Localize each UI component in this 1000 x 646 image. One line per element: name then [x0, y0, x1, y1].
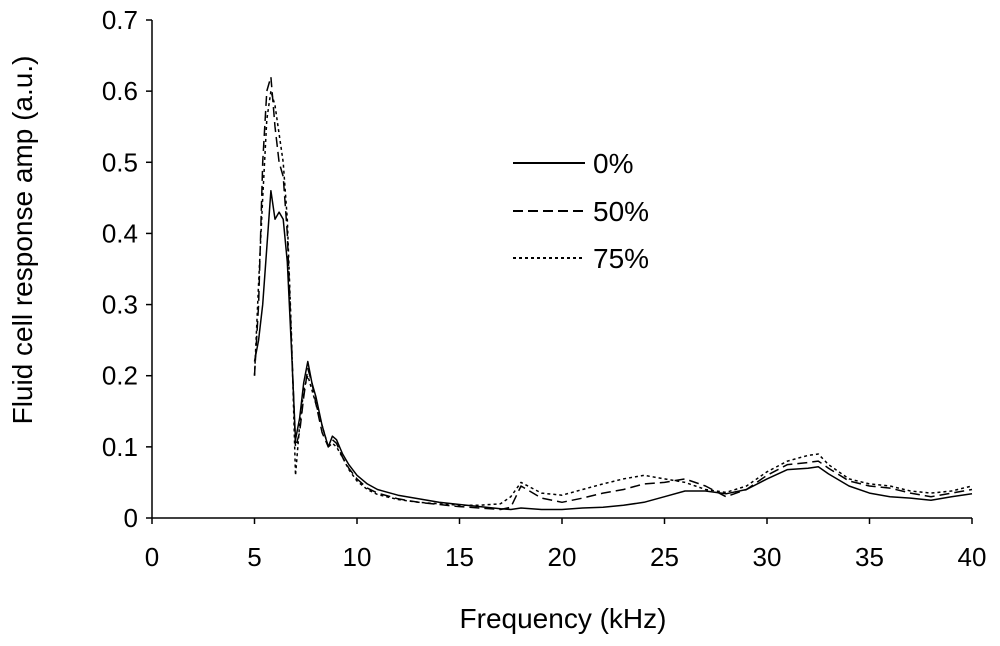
y-tick-label: 0.2 — [102, 361, 138, 391]
legend-label: 75% — [593, 243, 649, 274]
legend-label: 0% — [593, 148, 633, 179]
x-tick-label: 35 — [855, 542, 884, 572]
y-tick-label: 0.1 — [102, 432, 138, 462]
y-tick-label: 0 — [124, 503, 138, 533]
series-line-50pct — [253, 76, 973, 511]
y-tick-label: 0.7 — [102, 5, 138, 35]
x-tick-label: 30 — [753, 542, 782, 572]
y-tick-label: 0.4 — [102, 218, 138, 248]
y-tick-label: 0.6 — [102, 76, 138, 106]
x-tick-label: 5 — [247, 542, 261, 572]
x-tick-label: 20 — [548, 542, 577, 572]
y-axis-title: Fluid cell response amp (a.u.) — [7, 56, 38, 425]
legend-label: 50% — [593, 196, 649, 227]
plot-area: 0 0.1 0.2 0.3 0.4 0.5 0.6 0.7 0 5 10 15 20 25 30 35 40 0%… — [102, 5, 987, 572]
x-tick-label: 25 — [650, 542, 679, 572]
x-tick-label: 40 — [958, 542, 987, 572]
x-tick-label: 0 — [145, 542, 159, 572]
series-line-75pct — [253, 90, 973, 506]
x-tick-label: 15 — [445, 542, 474, 572]
series-line-0pct — [253, 189, 973, 511]
x-tick-label: 10 — [343, 542, 372, 572]
y-tick-label: 0.5 — [102, 147, 138, 177]
x-axis-title: Frequency (kHz) — [460, 603, 667, 634]
y-tick-label: 0.3 — [102, 290, 138, 320]
